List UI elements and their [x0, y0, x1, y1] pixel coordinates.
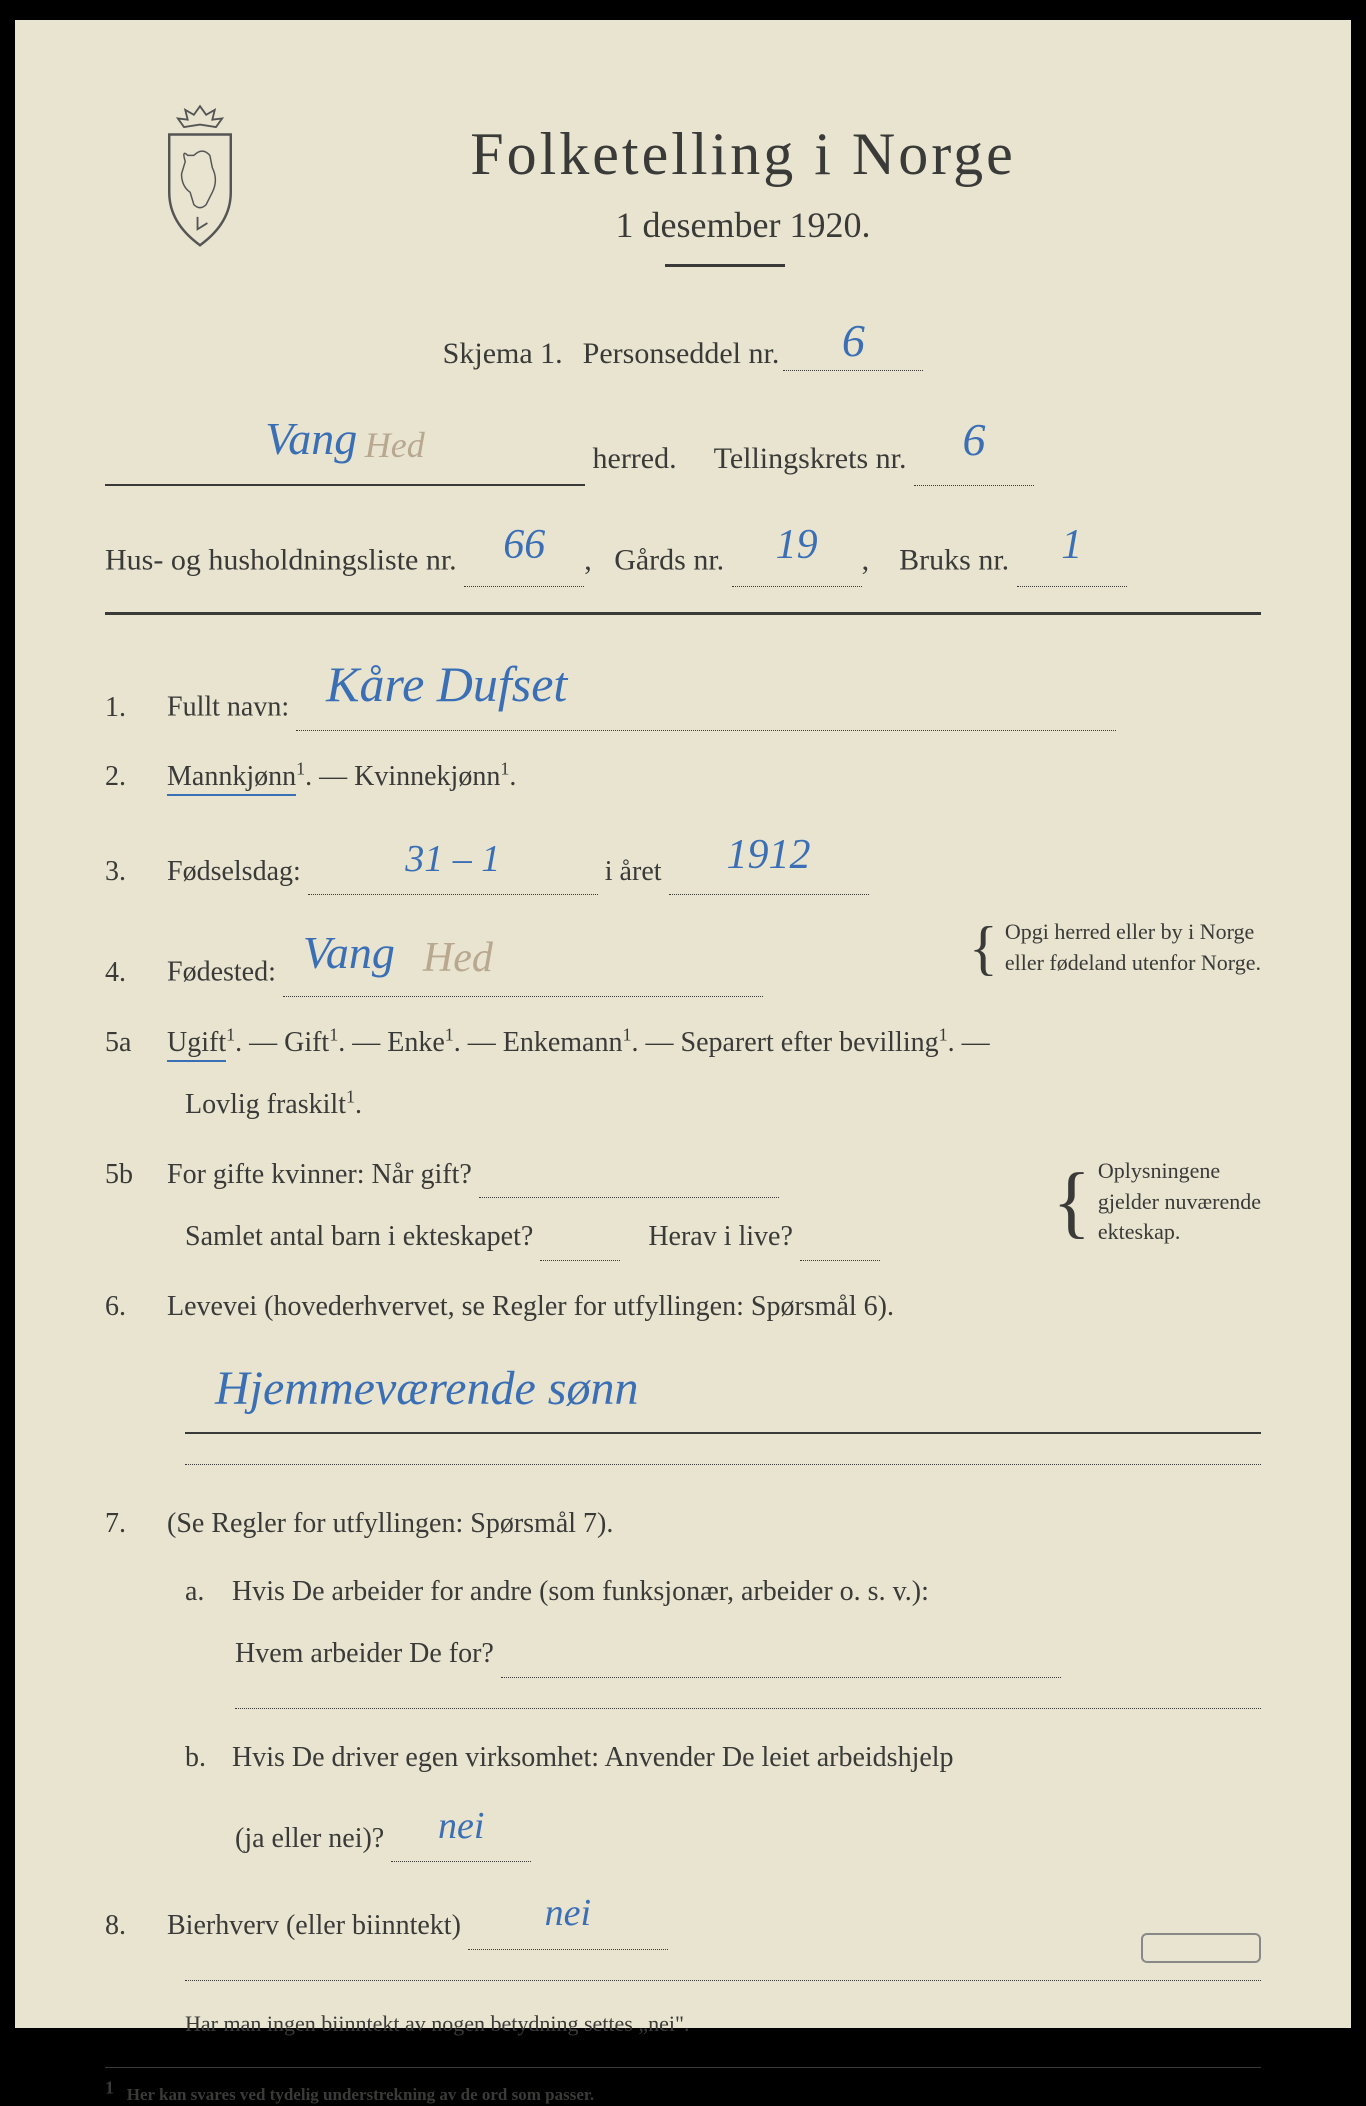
husliste-label: Hus- og husholdningsliste nr. [105, 543, 457, 576]
main-divider [105, 612, 1261, 615]
q5b-line2b: Herav i live? [648, 1221, 793, 1252]
q3-num: 3. [105, 848, 160, 896]
q6-num: 6. [105, 1283, 160, 1331]
bruks-label: Bruks nr. [899, 543, 1009, 576]
q8-num: 8. [105, 1902, 160, 1950]
q5b-line1: For gifte kvinner: Når gift? [167, 1159, 472, 1190]
personseddel-label: Personseddel nr. [583, 337, 780, 370]
q7a-line2: Hvem arbeider De for? [235, 1638, 494, 1669]
husliste-row: Hus- og husholdningsliste nr. 66 , Gårds… [105, 511, 1261, 588]
q2-mann: Mannkjønn [167, 761, 296, 796]
q3-row: 3. Fødselsdag: 31 – 1 i året 1912 [105, 823, 1261, 895]
document-subtitle: 1 desember 1920. [225, 204, 1261, 246]
q7-row: 7. (Se Regler for utfyllingen: Spørsmål … [105, 1500, 1261, 1862]
q4-note2: eller fødeland utenfor Norge. [1005, 950, 1261, 975]
q6-value: Hjemmeværende sønn [215, 1348, 638, 1430]
q5a-num: 5a [105, 1019, 160, 1067]
q7b-value: nei [438, 1794, 484, 1859]
q4-row: 4. Fødested: Vang Hed { Opgi herred elle… [105, 917, 1261, 996]
q5b-row: 5b For gifte kvinner: Når gift? Samlet a… [105, 1151, 1261, 1261]
herred-row: Vang Hed herred. Tellingskrets nr. 6 [105, 401, 1261, 486]
q2-row: 2. Mannkjønn1. — Kvinnekjønn1. [105, 753, 1261, 801]
footer-note: Har man ingen biinntekt av nogen betydni… [105, 2011, 1261, 2037]
header: Folketelling i Norge 1 desember 1920. [105, 120, 1261, 267]
q7-label: (Se Regler for utfyllingen: Spørsmål 7). [167, 1508, 613, 1539]
q7b-line1: Hvis De driver egen virksomhet: Anvender… [232, 1742, 954, 1773]
q3-label: Fødselsdag: [167, 856, 301, 887]
coat-of-arms-icon [135, 100, 265, 260]
q7a-line1: Hvis De arbeider for andre (som funksjon… [232, 1576, 929, 1607]
q6-row: 6. Levevei (hovederhvervet, se Regler fo… [105, 1283, 1261, 1465]
herred-value: Vang [265, 398, 357, 481]
q8-label: Bierhverv (eller biinntekt) [167, 1910, 461, 1941]
census-form-page: Folketelling i Norge 1 desember 1920. Sk… [15, 20, 1351, 2028]
q5b-line2a: Samlet antal barn i ekteskapet? [185, 1221, 533, 1252]
title-rule [665, 264, 785, 267]
q4-num: 4. [105, 949, 160, 997]
q8-blank-line [185, 1980, 1261, 1981]
personseddel-value: 6 [842, 314, 865, 367]
q7b-line2: (ja eller nei)? [235, 1823, 384, 1854]
footnote-text: Her kan svares ved tydelig understreknin… [127, 2085, 594, 2104]
husliste-value: 66 [503, 508, 545, 584]
q2-num: 2. [105, 753, 160, 801]
q5a-ugift: Ugift [167, 1027, 226, 1062]
bruks-value: 1 [1061, 508, 1082, 584]
footnote-marker: 1 [105, 2078, 114, 2098]
q5a-fraskilt: Lovlig fraskilt [185, 1089, 346, 1120]
q3-year-label: i året [605, 856, 662, 887]
q6-label: Levevei (hovederhvervet, se Regler for u… [167, 1291, 894, 1322]
tellingskrets-label: Tellingskrets nr. [714, 442, 907, 475]
skjema-row: Skjema 1. Personseddel nr. 6 [105, 317, 1261, 371]
q5a-row: 5a Ugift1. — Gift1. — Enke1. — Enkemann1… [105, 1019, 1261, 1129]
q2-kvinne: Kvinnekjønn [354, 761, 500, 792]
herred-faded: Hed [365, 425, 425, 465]
q3-year: 1912 [727, 820, 811, 891]
q3-daymonth: 31 – 1 [405, 827, 500, 892]
q8-value: nei [545, 1881, 591, 1946]
tellingskrets-value: 6 [962, 399, 985, 482]
q1-row: 1. Fullt navn: Kåre Dufset [105, 645, 1261, 731]
document-title: Folketelling i Norge [225, 120, 1261, 189]
skjema-label: Skjema 1. [443, 337, 563, 370]
q7-num: 7. [105, 1500, 160, 1548]
gards-value: 19 [776, 508, 818, 584]
footnote-rule: 1 Her kan svares ved tydelig understrekn… [105, 2067, 1261, 2106]
q4-faded: Hed [423, 935, 493, 981]
q1-value: Kåre Dufset [326, 642, 567, 727]
q8-row: 8. Bierhverv (eller biinntekt) nei [105, 1884, 1261, 1981]
gards-label: Gårds nr. [614, 543, 724, 576]
q5a-enke: Enke [387, 1027, 445, 1058]
q1-label: Fullt navn: [167, 692, 289, 723]
q4-label: Fødested: [167, 957, 276, 988]
stamp-icon [1141, 1933, 1261, 1963]
q4-value: Vang [303, 914, 395, 992]
q7b-num: b. [185, 1734, 225, 1782]
q5b-num: 5b [105, 1151, 160, 1199]
q7a-blank-line [235, 1708, 1261, 1709]
q5b-note3: ekteskap. [1098, 1219, 1180, 1244]
q5b-note1: Oplysningene [1098, 1158, 1220, 1183]
q5a-separert: Separert efter bevilling [681, 1027, 939, 1058]
q5a-enkemann: Enkemann [503, 1027, 623, 1058]
q4-note1: Opgi herred eller by i Norge [1005, 919, 1254, 944]
q6-blank-line [185, 1464, 1261, 1465]
herred-label: herred. [593, 442, 677, 475]
q5a-gift: Gift [284, 1027, 329, 1058]
q1-num: 1. [105, 684, 160, 732]
q5b-note2: gjelder nuværende [1098, 1189, 1261, 1214]
q7a-num: a. [185, 1568, 225, 1616]
